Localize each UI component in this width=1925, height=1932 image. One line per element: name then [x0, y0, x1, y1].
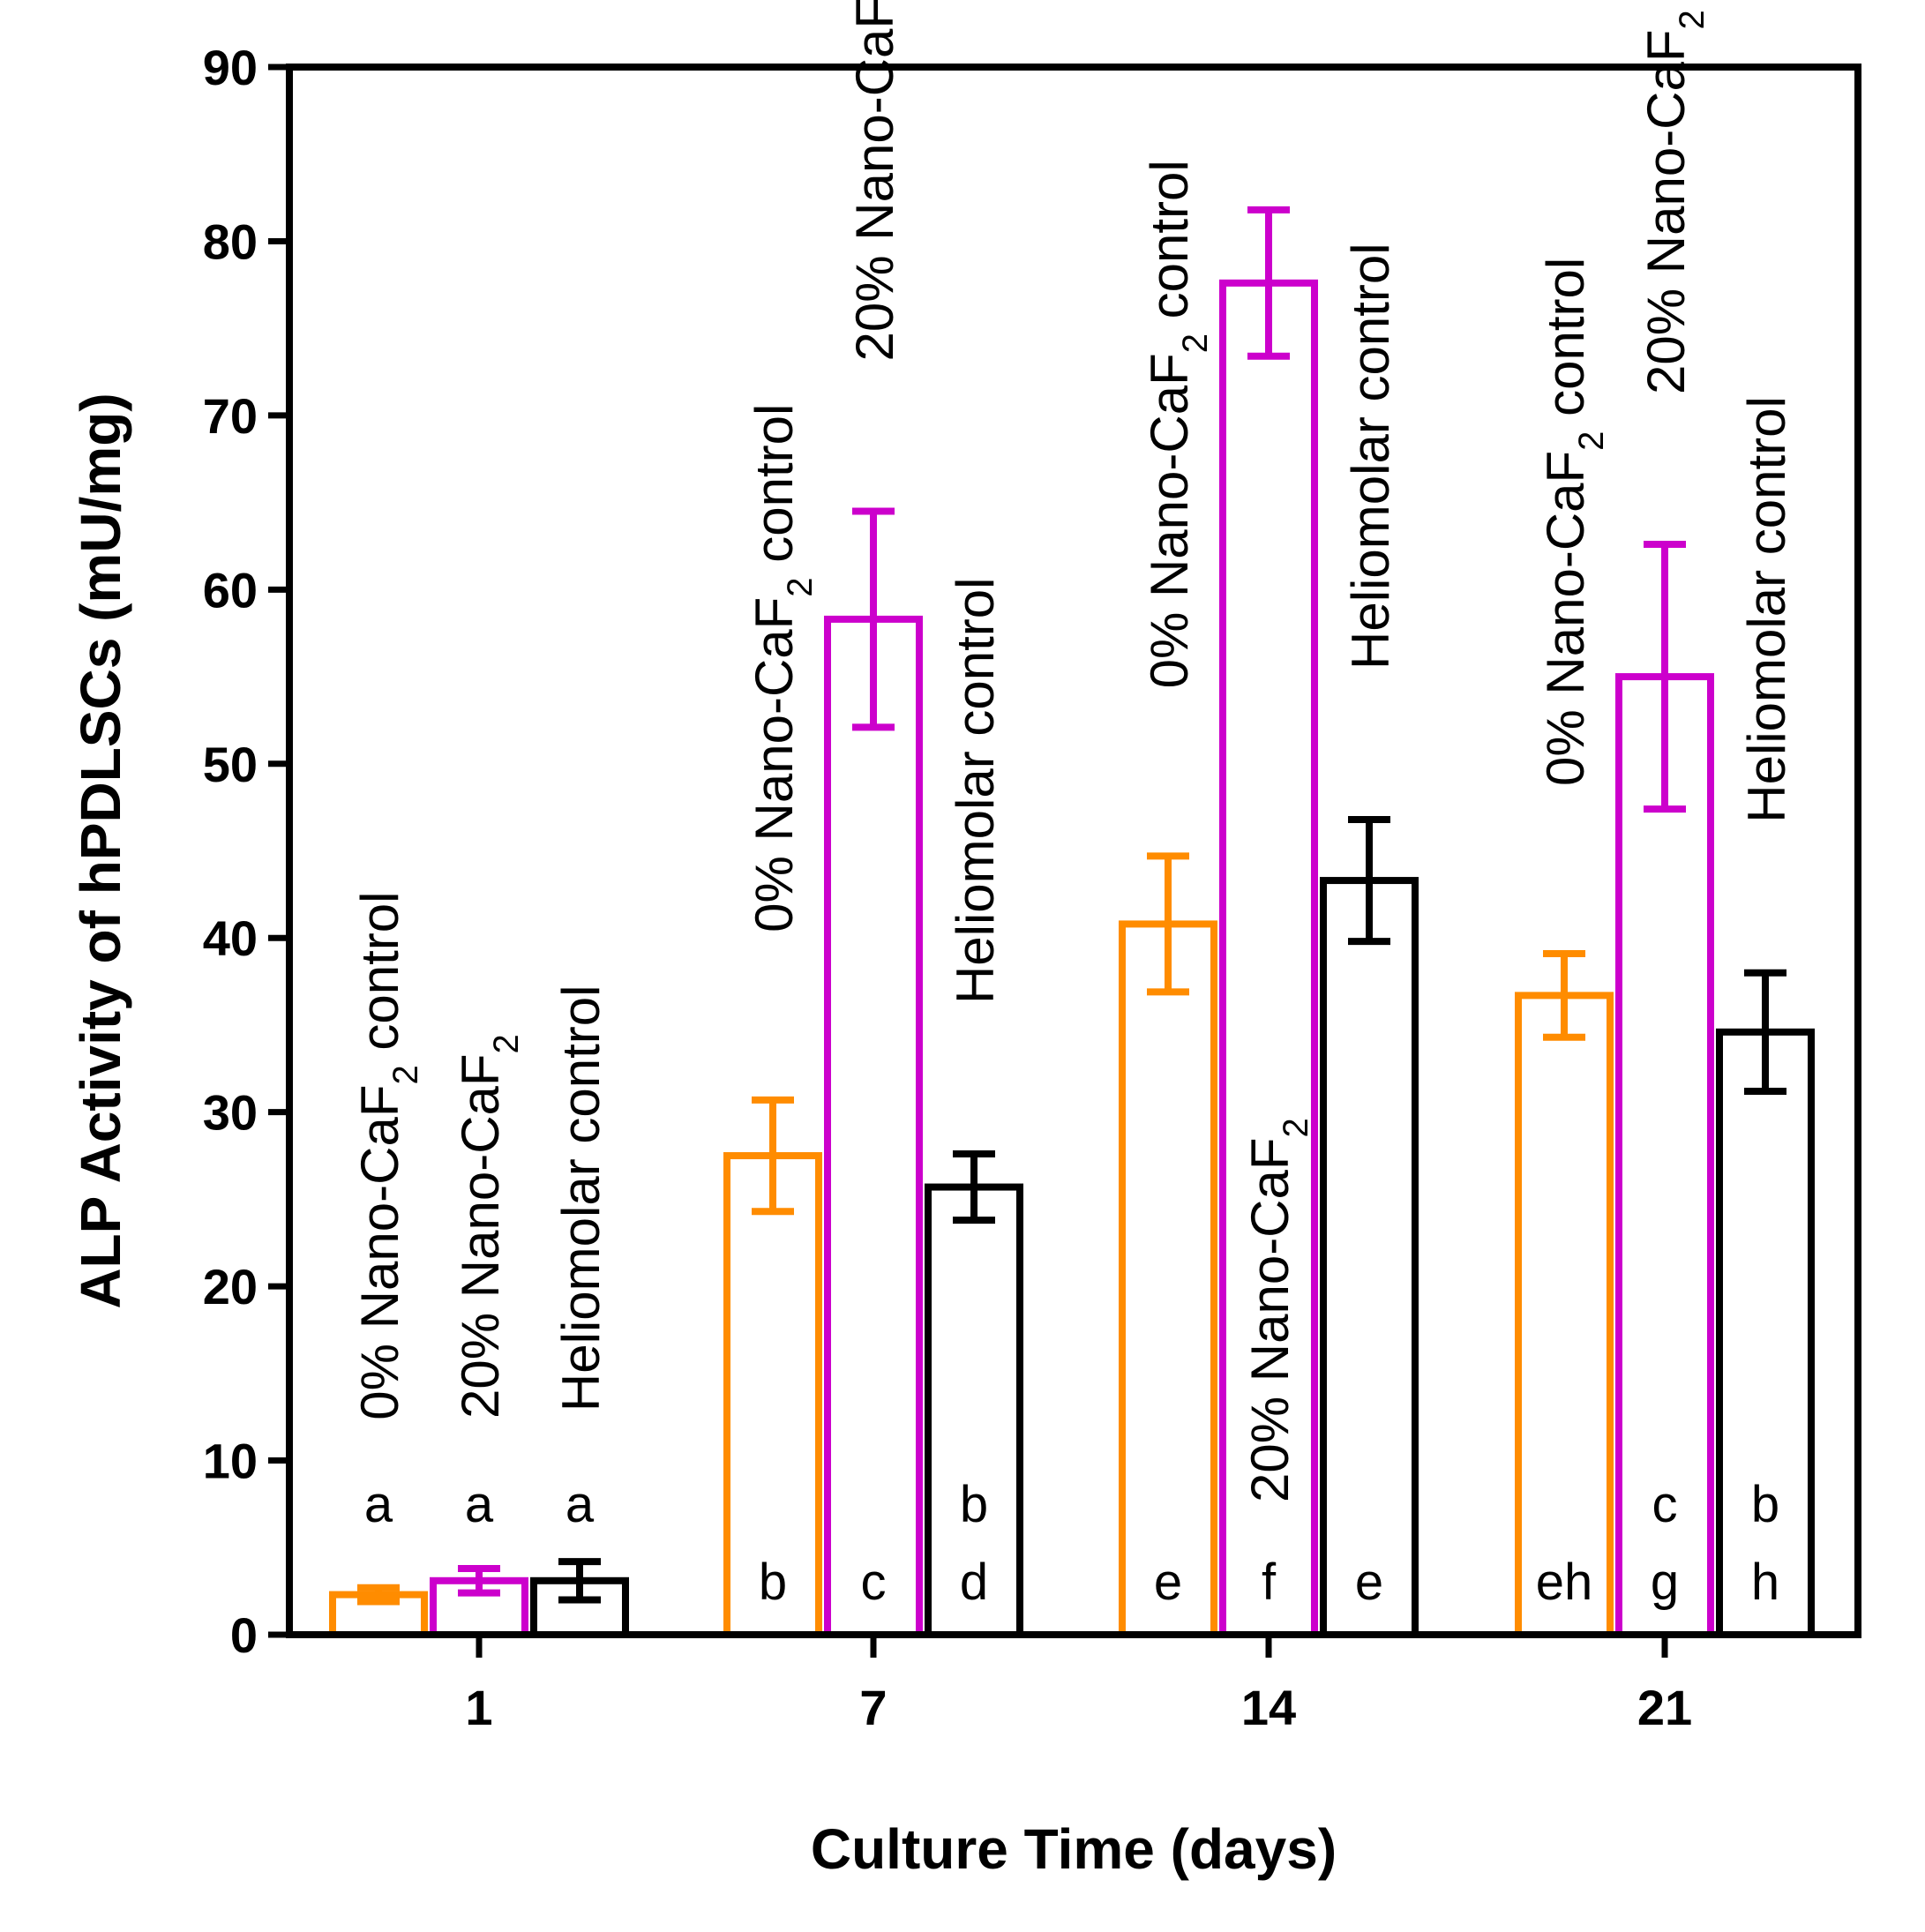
bar-series-label: Heliomolar control — [551, 985, 610, 1412]
significance-letter: a — [465, 1476, 494, 1533]
y-tick-label: 20 — [203, 1259, 258, 1314]
significance-letter: h — [1751, 1554, 1779, 1611]
y-axis: 0 10 20 30 40 50 60 70 80 90 — [203, 40, 289, 1663]
y-tick-label: 70 — [203, 388, 258, 444]
bar-series-label: 0% Nano-CaF2 control — [1140, 160, 1215, 688]
bar-series-label: Heliomolar control — [1737, 396, 1796, 823]
significance-letter: a — [566, 1476, 595, 1533]
x-tick-label: 7 — [859, 1680, 887, 1735]
significance-letter: b — [960, 1476, 988, 1533]
significance-letter: f — [1262, 1554, 1277, 1611]
x-axis: 1 7 14 21 — [465, 1635, 1692, 1735]
y-tick-label: 10 — [203, 1434, 258, 1489]
y-tick-label: 90 — [203, 40, 258, 95]
bar-series-label: 0% Nano-CaF2 control — [350, 892, 425, 1420]
bar-series-label: Heliomolar control — [1341, 243, 1400, 670]
bar — [1716, 1028, 1815, 1638]
y-tick-label: 80 — [203, 213, 258, 269]
x-tick-label: 1 — [465, 1680, 492, 1735]
x-tick-label: 14 — [1241, 1680, 1296, 1735]
y-tick-label: 40 — [203, 910, 258, 966]
bar-series-label: 0% Nano-CaF2 control — [1536, 258, 1611, 786]
y-tick-label: 60 — [203, 562, 258, 618]
significance-letter: g — [1651, 1554, 1679, 1611]
significance-letter: b — [759, 1554, 787, 1611]
significance-letter: eh — [1536, 1554, 1593, 1611]
bar-series-label: 20% Nano-CaF2 — [451, 1034, 526, 1419]
x-axis-title: Culture Time (days) — [811, 1817, 1337, 1881]
significance-letter: c — [1652, 1476, 1678, 1533]
plot-frame — [286, 64, 1861, 1638]
bar — [1119, 920, 1217, 1638]
bar — [1515, 992, 1614, 1638]
x-tick-label: 21 — [1637, 1680, 1692, 1735]
bar-series-label: Heliomolar control — [946, 578, 1005, 1005]
chart-annotations: 0% Nano-CaF2 control a 0% Nano-CaF2 contro… — [350, 0, 1796, 1611]
significance-letter: d — [960, 1554, 988, 1611]
y-axis-title: ALP Activity of hPDLSCs (mU/mg) — [69, 393, 132, 1308]
y-tick-label: 50 — [203, 737, 258, 792]
bar-series-label: 20% Nano-CaF2 — [845, 0, 920, 361]
bar-series-label: 20% Nano-CaF2 — [1637, 10, 1712, 394]
bar — [1320, 877, 1419, 1638]
bar-series-label: 0% Nano-CaF2 control — [745, 404, 820, 932]
significance-letter: b — [1751, 1476, 1779, 1533]
y-tick-label: 0 — [230, 1607, 258, 1663]
significance-letter: a — [364, 1476, 393, 1533]
significance-letter: e — [1154, 1554, 1182, 1611]
bar — [824, 615, 923, 1638]
significance-letter: c — [861, 1554, 887, 1611]
significance-letter: e — [1355, 1554, 1383, 1611]
y-tick-label: 30 — [203, 1085, 258, 1141]
bar-series-label: 20% Nano-CaF2 — [1240, 1118, 1315, 1502]
